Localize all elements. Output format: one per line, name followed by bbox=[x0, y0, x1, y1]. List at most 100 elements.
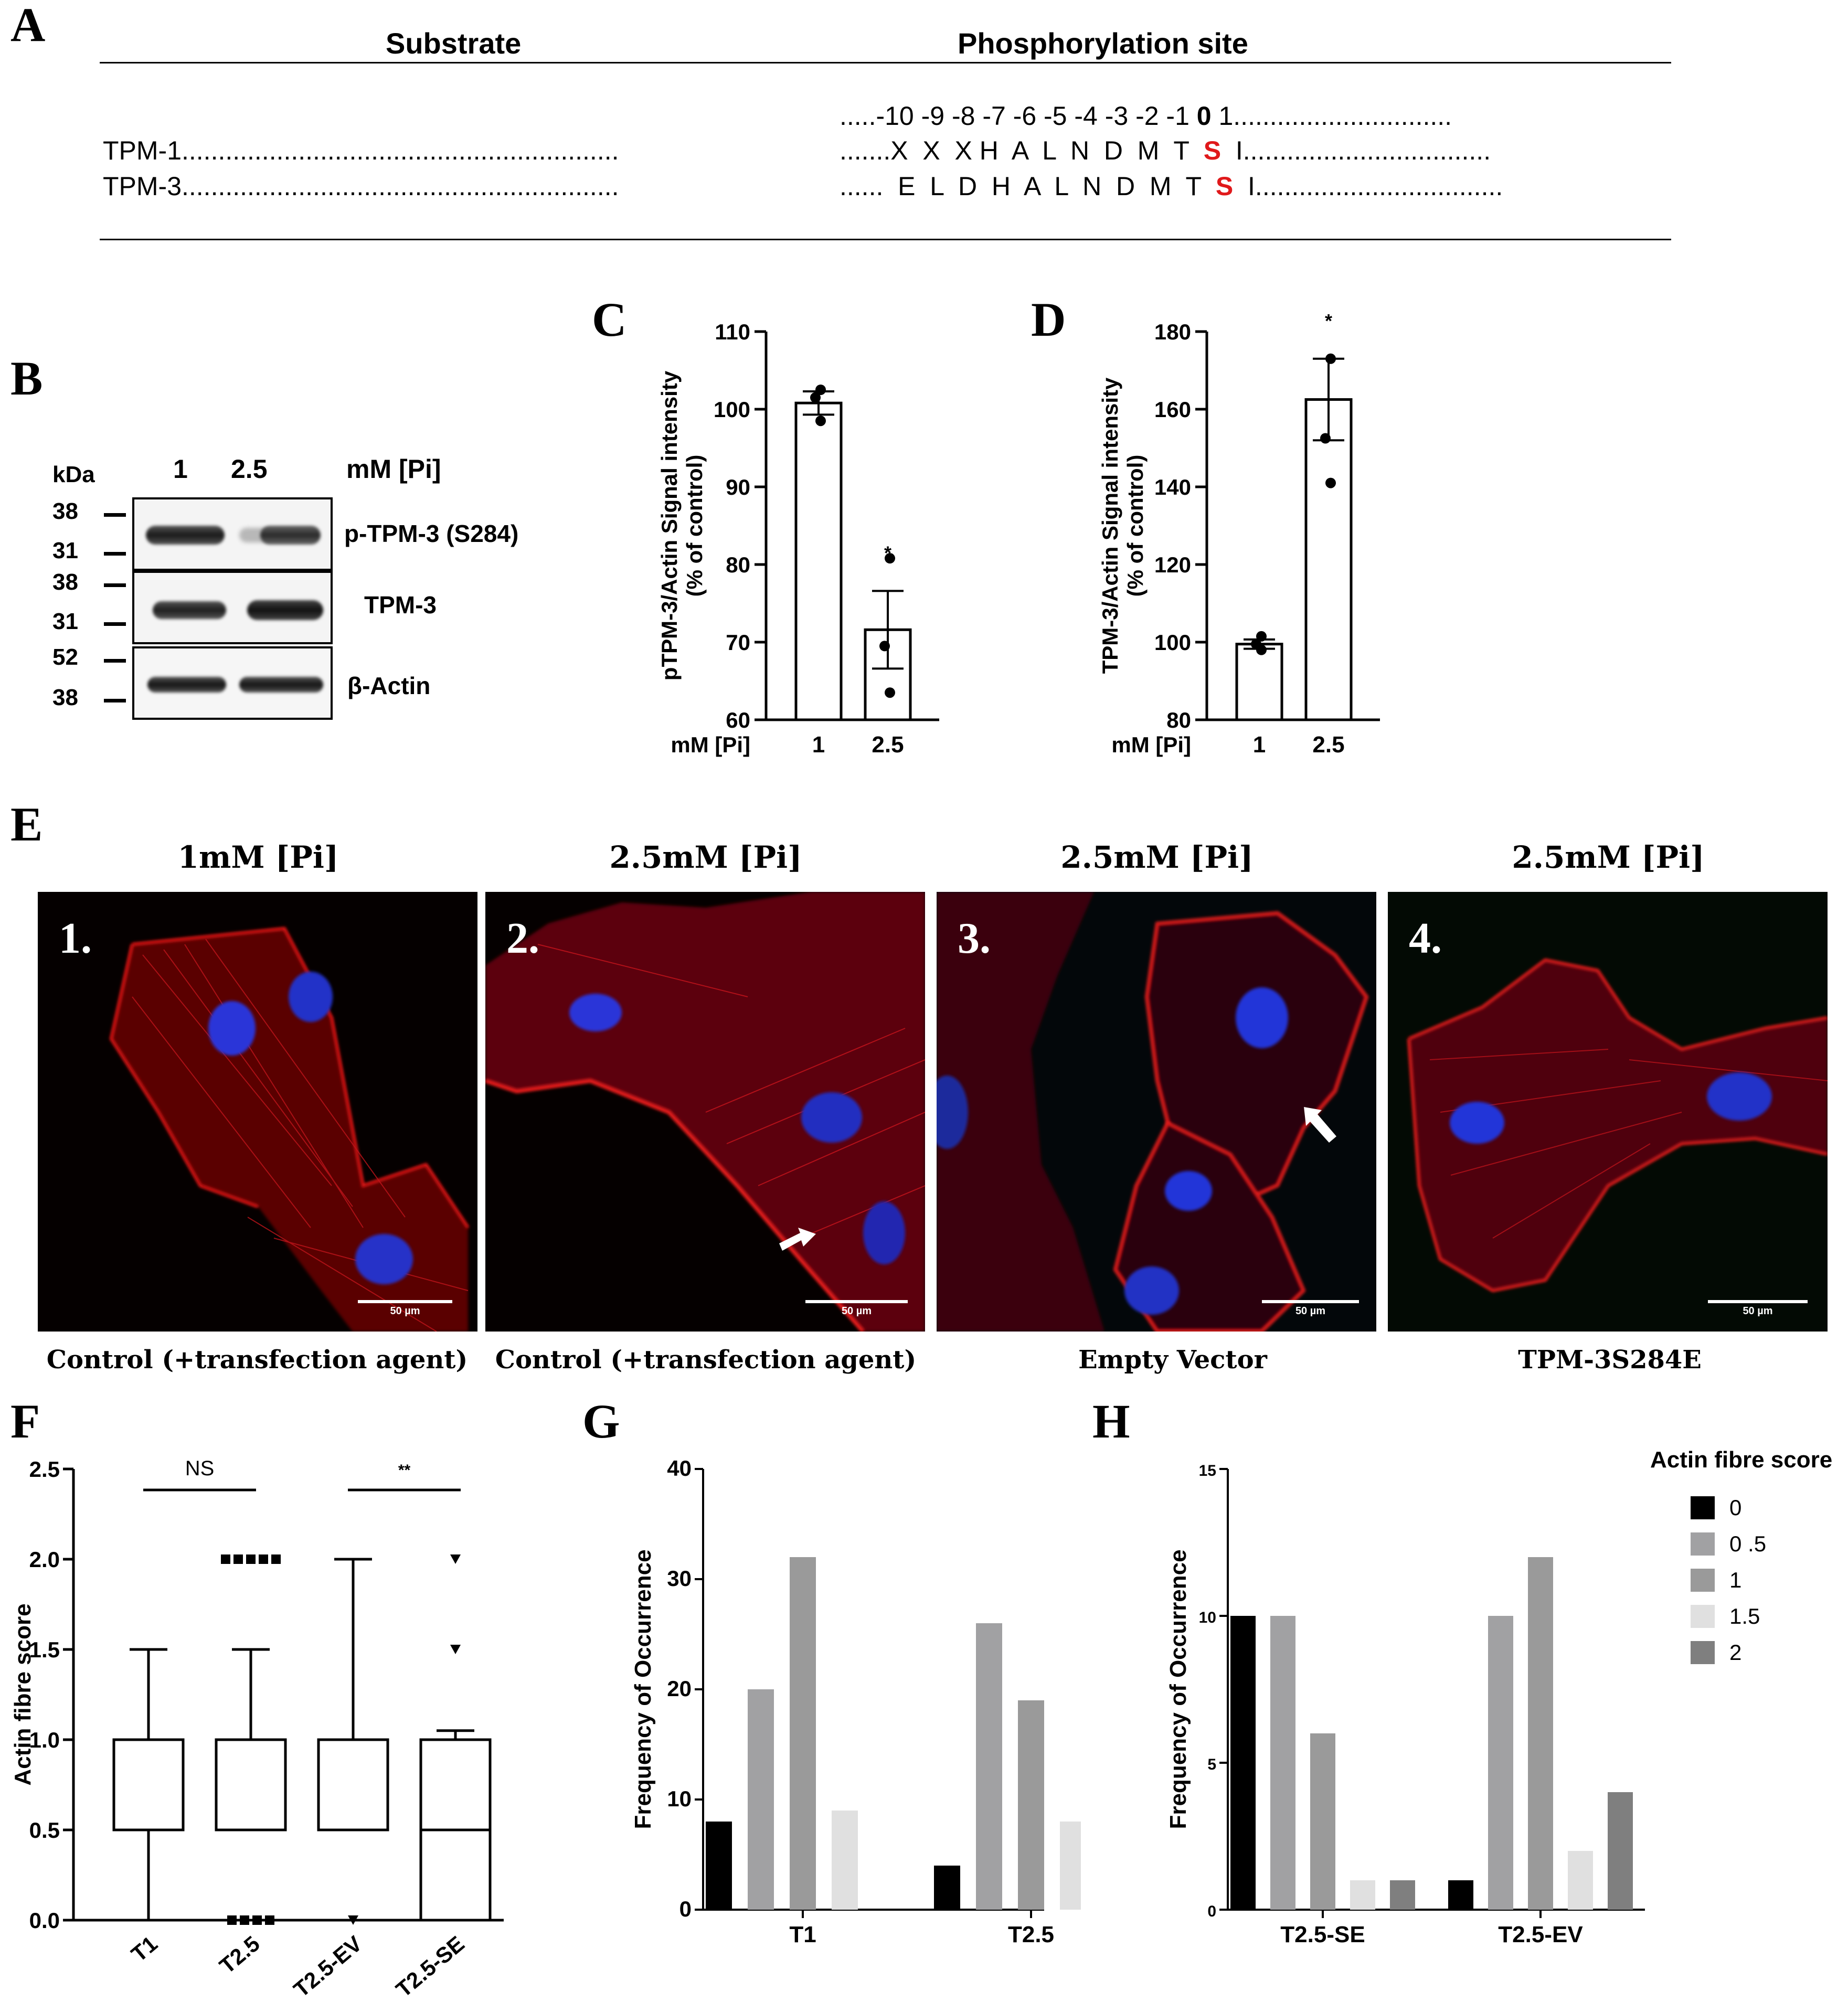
outlier bbox=[227, 1915, 237, 1925]
scale-label-2: 50 µm bbox=[841, 1305, 872, 1317]
position-row: .....-10 -9 -8 -7 -6 -5 -4 -3 -2 -1 0 1.… bbox=[840, 101, 1452, 131]
blot-label-beta-actin: β-Actin bbox=[347, 672, 431, 699]
tpm1-lead: ....... bbox=[840, 136, 891, 165]
y-tick-label: 10 bbox=[1199, 1609, 1216, 1626]
legend-swatch bbox=[1691, 1532, 1715, 1556]
marker-tick bbox=[104, 583, 126, 587]
bar bbox=[1060, 1822, 1081, 1910]
x-tick-label: T1 bbox=[789, 1922, 816, 1947]
significance-label: NS bbox=[185, 1457, 215, 1480]
chart-c: 60 70 80 90 100 110 1 * 2.5 mM [Pi] pTPM-3/Actin S… bbox=[657, 320, 939, 758]
bar bbox=[1304, 398, 1353, 721]
y-tick-label: 180 bbox=[1154, 320, 1191, 344]
tpm1-name-row: TPM-1...................................… bbox=[103, 135, 619, 166]
micrograph-4: 4. 50 µm bbox=[1388, 892, 1828, 1332]
legend-entry: 1.5 bbox=[1691, 1604, 1760, 1629]
y-tick-label: 2.0 bbox=[29, 1547, 60, 1572]
bar bbox=[1310, 1733, 1335, 1910]
image-caption-4: TPM-3S284E bbox=[1518, 1345, 1702, 1375]
legend-label: 0 .5 bbox=[1729, 1531, 1767, 1556]
outlier bbox=[221, 1554, 230, 1564]
x-tick-label: 2.5 bbox=[872, 732, 904, 758]
micrograph-3: 3. 50 µm bbox=[937, 892, 1376, 1332]
band bbox=[260, 526, 321, 545]
scale-label-1: 50 µm bbox=[390, 1305, 420, 1317]
bar bbox=[1270, 1616, 1295, 1910]
y-tick-label: 80 bbox=[726, 552, 750, 577]
data-point bbox=[885, 553, 895, 564]
y-tick-label: 160 bbox=[1154, 397, 1191, 422]
bar bbox=[1448, 1880, 1473, 1910]
data-point bbox=[1325, 477, 1336, 488]
x-tick-label: T2.5 bbox=[1008, 1922, 1054, 1947]
panel-label-a: A bbox=[10, 0, 46, 51]
lane-label-2: 2.5 bbox=[231, 454, 268, 484]
panel-label-h: H bbox=[1092, 1394, 1130, 1448]
box bbox=[317, 1738, 389, 1831]
panel-label-d: D bbox=[1031, 293, 1066, 346]
y-axis-label-line: (% of control) bbox=[682, 455, 707, 597]
panel-label-c: C bbox=[592, 293, 627, 346]
col-header-phospho-site: Phosphorylation site bbox=[958, 27, 1248, 60]
tpm3-tail: I.................................. bbox=[1233, 172, 1503, 201]
outlier bbox=[271, 1554, 281, 1564]
y-tick-label: 30 bbox=[667, 1566, 692, 1591]
marker-tick bbox=[104, 659, 126, 663]
x-tick-label: T2.5-EV bbox=[1498, 1922, 1583, 1947]
band bbox=[239, 677, 323, 693]
cell-rendering bbox=[1407, 958, 1828, 1293]
image-caption-2: Control (+transfection agent) bbox=[495, 1345, 917, 1375]
legend-title: Actin fibre score bbox=[1650, 1447, 1833, 1473]
blot-label-p-tpm3: p-TPM-3 (S284) bbox=[344, 520, 519, 547]
y-tick-label: 0.5 bbox=[29, 1818, 60, 1843]
y-axis-label: pTPM-3/Actin Signal intensity (% of contr… bbox=[657, 370, 707, 680]
data-point bbox=[815, 416, 826, 427]
scale-label-3: 50 µm bbox=[1295, 1305, 1326, 1317]
tpm1-residues: X X X H A L N D M T bbox=[890, 136, 1204, 165]
tpm3-name-row: TPM-3...................................… bbox=[103, 171, 619, 201]
image-caption-3: Empty Vector bbox=[1078, 1345, 1267, 1375]
blot-label-tpm3: TPM-3 bbox=[364, 591, 437, 619]
image-title-3: 2.5mM [Pi] bbox=[1060, 839, 1254, 875]
panel-label-e: E bbox=[10, 797, 43, 851]
y-tick-label: 100 bbox=[714, 397, 750, 422]
data-point bbox=[1256, 631, 1267, 642]
tpm1-name: TPM-1 bbox=[103, 136, 182, 165]
position-numbers: -10 -9 -8 -7 -6 -5 -4 -3 -2 -1 bbox=[876, 101, 1197, 131]
y-tick-label: 140 bbox=[1154, 475, 1191, 499]
x-tick-label: 1 bbox=[1253, 732, 1266, 758]
image-caption-1: Control (+transfection agent) bbox=[46, 1345, 468, 1375]
tpm1-leader-dots: ........................................… bbox=[182, 136, 619, 165]
marker-tick bbox=[104, 513, 126, 517]
position-zero: 0 bbox=[1196, 101, 1212, 131]
image-number-3: 3. bbox=[958, 914, 991, 963]
x-tick-label: 1 bbox=[812, 732, 825, 758]
y-tick-label: 70 bbox=[726, 630, 750, 655]
chart-f: 0.0 0.5 1.0 1.5 2.0 2.5 T1 T2.5 T2.5-EV T2.5-SE NS… bbox=[10, 1457, 504, 2002]
marker-38-b: 38 bbox=[52, 569, 78, 595]
data-point bbox=[815, 385, 826, 395]
image-number-1: 1. bbox=[59, 914, 92, 963]
bar bbox=[1568, 1851, 1593, 1910]
data-point bbox=[885, 687, 895, 698]
y-axis-label: TPM-3/Actin Signal intensity (% of contro… bbox=[1098, 377, 1148, 674]
y-axis-label: Frequency of Occurrence bbox=[630, 1549, 656, 1829]
bar bbox=[1235, 643, 1283, 721]
data-point bbox=[810, 392, 821, 403]
legend-label: 1 bbox=[1729, 1568, 1742, 1592]
y-tick-label: 60 bbox=[726, 708, 750, 732]
y-tick-label: 5 bbox=[1207, 1756, 1216, 1773]
y-tick-label: 0 bbox=[679, 1897, 692, 1921]
outlier bbox=[450, 1645, 461, 1654]
bar bbox=[934, 1866, 960, 1910]
y-axis-label-line: TPM-3/Actin Signal intensity bbox=[1098, 377, 1122, 674]
legend-entry: 0 bbox=[1691, 1495, 1741, 1520]
image-number-2: 2. bbox=[506, 914, 539, 963]
legend-label: 1.5 bbox=[1729, 1604, 1760, 1628]
scale-bar-3 bbox=[1262, 1300, 1359, 1303]
data-point bbox=[1256, 644, 1267, 655]
legend-swatch bbox=[1691, 1605, 1715, 1628]
outlier bbox=[252, 1915, 262, 1925]
chart-h: 0 5 10 15 T2.5-SE T2.5-EV Frequency of Occurre… bbox=[1165, 1462, 1645, 1947]
y-tick-label: 1.0 bbox=[29, 1728, 60, 1752]
